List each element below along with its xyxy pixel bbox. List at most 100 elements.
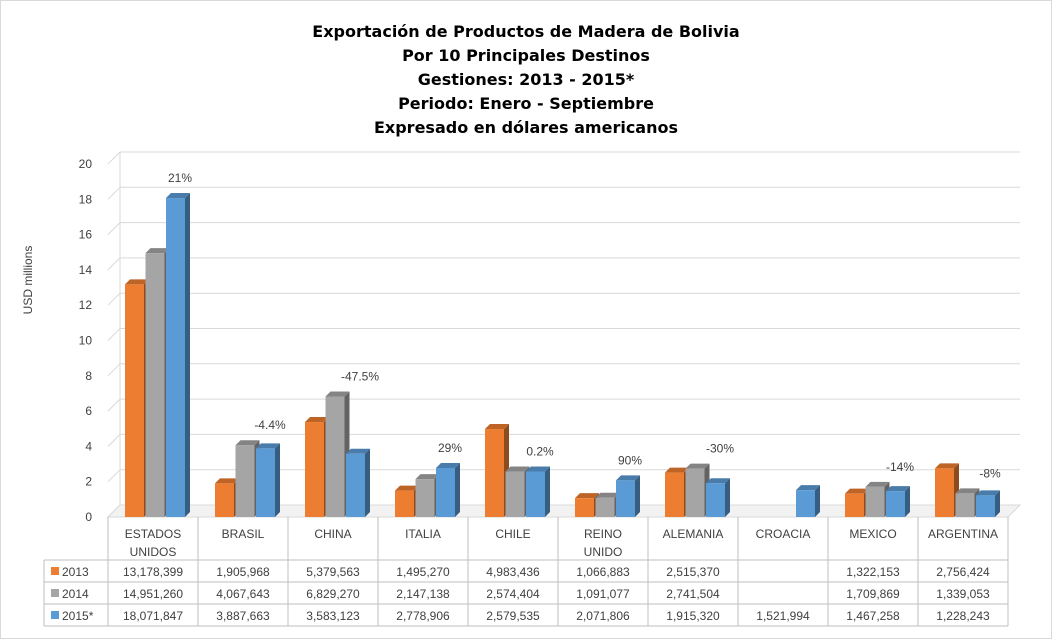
bar-top (215, 478, 239, 484)
bar-top (395, 485, 419, 491)
bar-2013 (485, 429, 504, 517)
y-axis-title: USD millions (21, 246, 35, 315)
table-cell: 1,495,270 (396, 565, 450, 579)
bar-top (256, 443, 280, 449)
table-cell: 14,951,260 (123, 587, 183, 601)
category-label: CROACIA (756, 527, 811, 541)
bar-2014 (145, 253, 165, 517)
gridline-side (107, 398, 121, 412)
bar-top (346, 448, 370, 454)
growth-annotation: 90% (618, 453, 642, 467)
table-cell: 2,147,138 (396, 587, 450, 601)
bar-2013 (125, 284, 144, 517)
table-cell: 2,515,370 (666, 565, 720, 579)
category-label: ALEMANIA (663, 527, 724, 541)
bar-top (145, 248, 170, 254)
table-cell: 2,778,906 (396, 609, 450, 623)
bar-top (706, 478, 730, 484)
gridline-side (107, 469, 121, 483)
bar-top (505, 466, 530, 472)
bar-top (436, 462, 460, 468)
bar-side (815, 485, 820, 517)
bar-2014 (865, 486, 885, 517)
bar-2014 (325, 396, 345, 517)
growth-annotation: -30% (706, 442, 734, 456)
bar-top (485, 424, 509, 430)
legend-key-2013 (51, 567, 59, 575)
category-label: ESTADOS (125, 527, 181, 541)
table-cell: 2,579,535 (486, 609, 540, 623)
bar-top (935, 463, 959, 469)
gridline-side (107, 434, 121, 447)
bar-top (845, 488, 869, 494)
category-label: REINO (584, 527, 622, 541)
gridline-side (107, 257, 121, 271)
table-cell: 3,887,663 (216, 609, 270, 623)
bar-top (166, 193, 190, 199)
bar-top (595, 492, 620, 498)
table-cell: 1,905,968 (216, 565, 270, 579)
table-cell: 1,228,243 (936, 609, 990, 623)
bar-2013 (665, 472, 684, 517)
table-cell: 1,467,258 (846, 609, 900, 623)
bar-2015* (796, 490, 815, 517)
bar-2014 (415, 479, 435, 517)
bar-top (575, 493, 599, 499)
bar-top (976, 490, 1000, 496)
bar-top (886, 486, 910, 492)
legend-label: 2015* (62, 609, 94, 623)
table-cell: 1,322,153 (846, 565, 900, 579)
bar-2014 (595, 497, 615, 517)
bar-side (905, 486, 910, 517)
gridline-side (107, 151, 121, 165)
bar-2013 (575, 498, 594, 517)
title-line: Gestiones: 2013 - 2015* (417, 70, 635, 89)
growth-annotation: -47.5% (341, 369, 379, 383)
chart-title: Exportación de Productos de Madera de Bo… (0, 20, 1052, 140)
category-label: ARGENTINA (928, 527, 998, 541)
bar-2015* (616, 480, 635, 517)
bar-2014 (955, 493, 975, 517)
bar-2013 (305, 422, 324, 517)
bar-top (305, 417, 329, 423)
table-cell: 13,178,399 (123, 565, 183, 579)
bar-2013 (845, 493, 864, 517)
category-label: BRASIL (222, 527, 265, 541)
bar-top (616, 475, 640, 481)
table-cell: 1,339,053 (936, 587, 990, 601)
category-label: CHILE (495, 527, 530, 541)
table-cell: 4,067,643 (216, 587, 270, 601)
title-line: Exportación de Productos de Madera de Bo… (312, 22, 740, 41)
legend-key-2014 (51, 589, 59, 597)
growth-annotation: -14% (886, 460, 914, 474)
table-cell: 1,091,077 (576, 587, 630, 601)
title-line: Por 10 Principales Destinos (402, 46, 650, 65)
bar-2014 (505, 471, 525, 517)
growth-annotation: 21% (168, 171, 192, 185)
y-tick-label: 8 (85, 369, 92, 383)
y-tick-label: 12 (79, 298, 93, 312)
y-tick-label: 2 (85, 475, 92, 489)
category-label: ITALIA (405, 527, 441, 541)
bar-2015* (436, 467, 455, 517)
y-tick-label: 10 (79, 334, 93, 348)
bar-2015* (976, 495, 995, 517)
bar-2014 (235, 445, 255, 517)
bar-side (545, 466, 550, 517)
bar-2015* (346, 453, 365, 517)
bar-top (235, 440, 260, 446)
bar-2015* (886, 491, 905, 517)
bar-top (526, 466, 550, 472)
category-label: UNIDOS (130, 545, 177, 559)
growth-annotation: 29% (438, 441, 462, 455)
gridline-side (107, 328, 121, 341)
table-cell: 1,915,320 (666, 609, 720, 623)
legend-label: 2014 (62, 587, 89, 601)
title-line: Expresado en dólares americanos (373, 118, 679, 137)
legend-key-2015* (51, 611, 59, 619)
bar-side (455, 462, 460, 517)
gridline-side (107, 222, 121, 235)
bar-side (185, 193, 190, 517)
bar-2013 (935, 468, 954, 517)
